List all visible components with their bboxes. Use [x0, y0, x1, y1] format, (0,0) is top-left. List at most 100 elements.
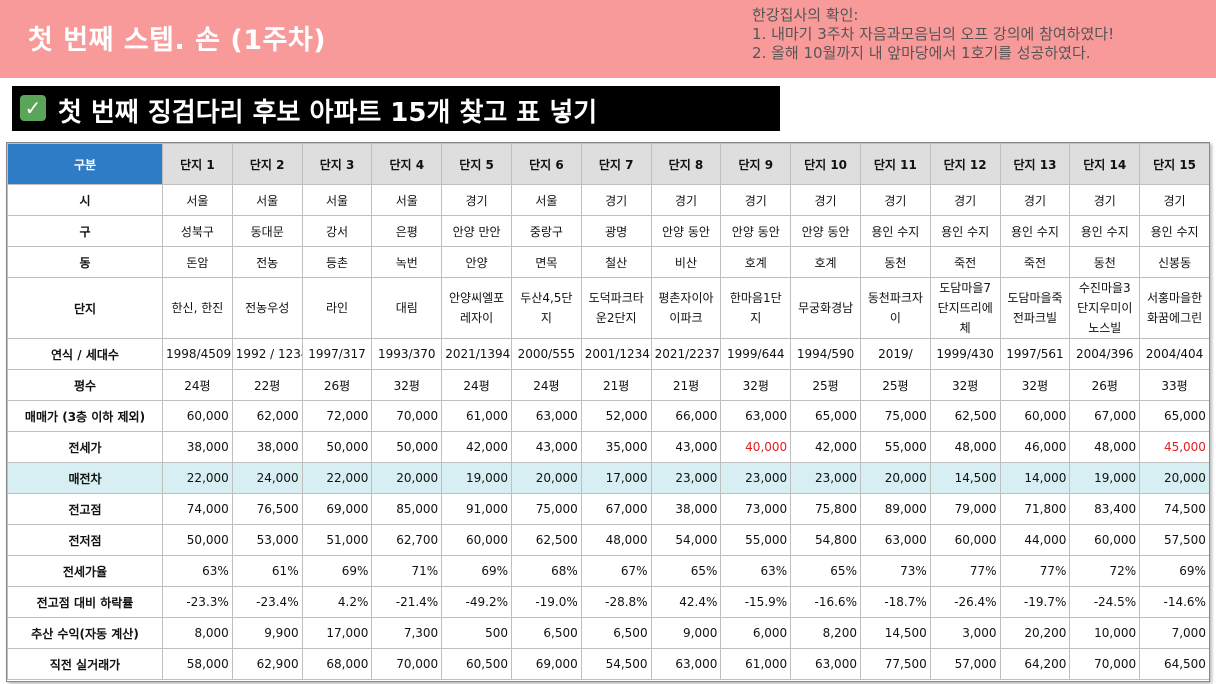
table-cell: 녹번	[371, 246, 443, 278]
table-cell: 32평	[999, 369, 1071, 401]
table-cell: 65,000	[790, 400, 861, 432]
table-cell: 50,000	[371, 431, 443, 463]
column-header: 단지 13	[999, 143, 1071, 185]
table-cell: 89,000	[859, 493, 931, 525]
table-cell: 70,000	[1069, 648, 1141, 680]
table-cell: 43,000	[510, 431, 582, 463]
table-cell: 63,000	[859, 524, 931, 556]
table-cell: 대림	[371, 277, 443, 339]
table-cell: 1997/561	[999, 338, 1071, 370]
table-cell: 63%	[162, 555, 233, 587]
table-cell: 경기	[720, 184, 792, 216]
table-cell: 죽전	[929, 246, 1001, 278]
table-cell: 17,000	[301, 617, 373, 649]
table-cell: 평촌자이아이파크	[650, 277, 722, 339]
table-cell: 동천	[1069, 246, 1141, 278]
table-cell: 35,000	[580, 431, 652, 463]
table-cell: 안양 동안	[720, 215, 792, 247]
table-cell: 6,500	[510, 617, 582, 649]
table-cell: 65%	[790, 555, 861, 587]
table-cell: 62,000	[231, 400, 303, 432]
table-cell: 48,000	[929, 431, 1001, 463]
table-cell: 동천파크자이	[859, 277, 931, 339]
table-cell: 25평	[859, 369, 931, 401]
table-row: 매전차 22,000 24,000 22,000 20,000 19,000 20,000 1…	[7, 462, 1209, 494]
table-cell: 무궁화경남	[790, 277, 861, 339]
table-cell: 83,400	[1069, 493, 1141, 525]
table-cell: 안양씨엘포레자이	[441, 277, 512, 339]
table-row: 전세가율 63% 61% 69% 71% 69% 68% 67% 65% 63% 65% 73% 77%…	[7, 555, 1209, 587]
table-cell: 경기	[441, 184, 512, 216]
table-cell: 65%	[650, 555, 722, 587]
table-cell: 60,000	[441, 524, 512, 556]
table-cell: 성북구	[162, 215, 233, 247]
table-cell: -14.6%	[1139, 586, 1209, 618]
table-cell: 안양 만안	[441, 215, 512, 247]
table-cell: 53,000	[231, 524, 303, 556]
table-cell: 1999/644	[720, 338, 792, 370]
table-cell: 8,200	[790, 617, 861, 649]
column-header: 단지 1	[162, 143, 233, 185]
table-cell: 69,000	[301, 493, 373, 525]
column-header: 단지 10	[790, 143, 861, 185]
table-cell: 500	[441, 617, 512, 649]
table-cell: 62,900	[231, 648, 303, 680]
table-cell: 2001/1234	[580, 338, 652, 370]
table-cell: 동천	[859, 246, 931, 278]
table-cell: 42.4%	[650, 586, 722, 618]
table-cell: 호계	[720, 246, 792, 278]
column-header: 단지 3	[301, 143, 373, 185]
table-cell: 38,000	[650, 493, 722, 525]
table-cell: 10,000	[1069, 617, 1141, 649]
row-label: 매전차	[7, 462, 163, 494]
table-cell: 21평	[580, 369, 652, 401]
table-cell: 68%	[510, 555, 582, 587]
row-label: 전세가	[7, 431, 163, 463]
column-header: 단지 11	[859, 143, 931, 185]
section-title: 첫 번째 징검다리 후보 아파트 15개 찾고 표 넣기	[58, 98, 598, 128]
table-cell: 32평	[929, 369, 1001, 401]
row-label: 연식 / 세대수	[7, 338, 163, 370]
table-cell: 51,000	[301, 524, 373, 556]
table-cell: 48,000	[580, 524, 652, 556]
table-cell: 74,000	[162, 493, 233, 525]
table-cell: 32평	[371, 369, 443, 401]
table-row: 동 돈암 전농 등촌 녹번 안양 면목 철산 비산 호계 호계 동천 죽전 죽전 동천 신봉동	[7, 246, 1209, 278]
table-cell: 경기	[859, 184, 931, 216]
table-cell: -28.8%	[580, 586, 652, 618]
table-cell: 69%	[301, 555, 373, 587]
table-cell: 도담마을7단지뜨리에체	[929, 277, 1001, 339]
table-cell: 1997/317	[301, 338, 373, 370]
table-cell: 19,000	[441, 462, 512, 494]
table-cell: 철산	[580, 246, 652, 278]
row-label: 매매가 (3층 이하 제외)	[7, 400, 163, 432]
table-cell: 85,000	[371, 493, 443, 525]
table-cell: 45,000	[1139, 431, 1209, 463]
table-cell: -49.2%	[441, 586, 512, 618]
table-cell: 중랑구	[510, 215, 582, 247]
table-cell: 72%	[1069, 555, 1141, 587]
table-cell: 등촌	[301, 246, 373, 278]
table-cell: 서울	[162, 184, 233, 216]
table-cell: 62,500	[929, 400, 1001, 432]
table-cell: 경기	[999, 184, 1071, 216]
row-label: 전고점	[7, 493, 163, 525]
table-row: 매매가 (3층 이하 제외) 60,000 62,000 72,000 70,000 61…	[7, 400, 1209, 432]
table-cell: 72,000	[301, 400, 373, 432]
table-cell: 용인 수지	[929, 215, 1001, 247]
table-cell: 20,000	[859, 462, 931, 494]
table-cell: -18.7%	[859, 586, 931, 618]
table-cell: 20,000	[371, 462, 443, 494]
table-cell: 63%	[720, 555, 792, 587]
table-row: 전저점 50,000 53,000 51,000 62,700 60,000 62,500 4…	[7, 524, 1209, 556]
table-corner-header: 구분	[7, 143, 163, 185]
row-label: 전저점	[7, 524, 163, 556]
table-row: 추산 수익(자동 계산) 8,000 9,900 17,000 7,300 500 6,50…	[7, 617, 1209, 649]
table-cell: 호계	[790, 246, 861, 278]
table-cell: 60,000	[999, 400, 1071, 432]
table-cell: 안양	[441, 246, 512, 278]
table-row: 평수 24평 22평 26평 32평 24평 24평 21평 21평 32평 25평 25평 32평 32…	[7, 369, 1209, 401]
table-row: 단지 한신, 한진 전농우성 라인 대림 안양씨엘포레자이 두산4,5단지 도덕파크타운2단지…	[7, 277, 1209, 339]
table-cell: 70,000	[371, 400, 443, 432]
